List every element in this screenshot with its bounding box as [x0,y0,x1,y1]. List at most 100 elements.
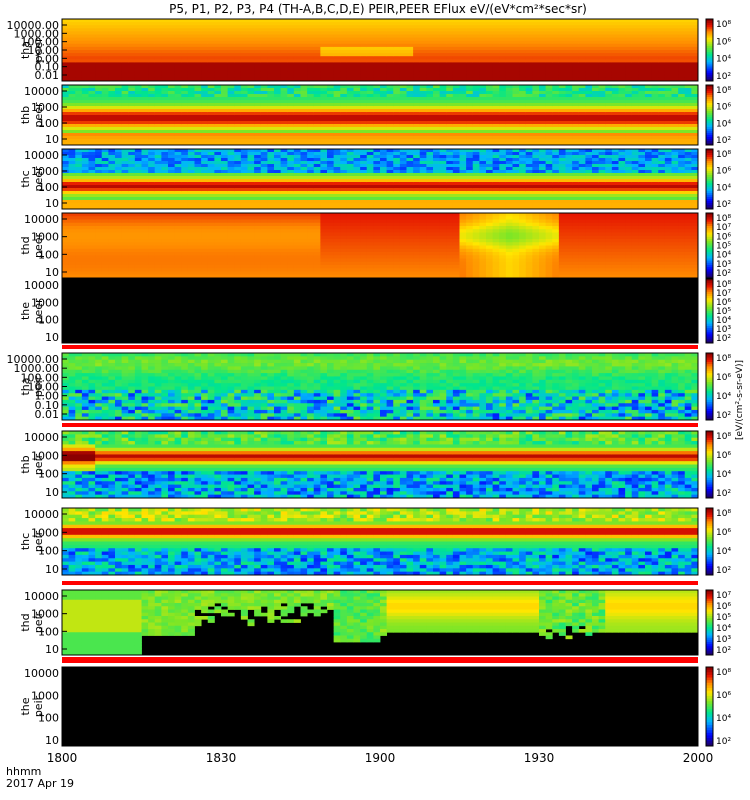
spectrogram-cell [386,62,394,66]
spectrogram-cell [81,167,89,171]
spectrogram-cell [141,139,149,143]
spectrogram-cell [578,136,586,140]
spectrogram-cell [187,115,195,119]
spectrogram-cell [293,46,301,51]
spectrogram-cell [95,37,103,42]
spectrogram-cell [287,109,295,113]
spectrogram-cell [572,68,580,73]
spectrogram-cell [466,28,474,32]
spectrogram-cell [267,200,275,204]
spectrogram-cell [393,170,401,174]
spectrogram-cell [658,59,666,63]
spectrogram-cell [539,124,547,128]
spectrogram-cell [452,121,460,125]
spectrogram-cell [141,170,149,174]
spectrogram-cell [95,155,103,159]
spectrogram-cell [658,25,666,29]
spectrogram-cell [446,118,454,122]
spectrogram-cell [148,100,156,104]
spectrogram-cell [128,139,136,143]
spectrogram-cell [274,88,282,92]
spectrogram-cell [565,59,573,63]
spectrogram-cell [611,97,619,101]
spectrogram-cell [260,68,268,73]
spectrogram-cell [605,68,613,73]
spectrogram-cell [386,197,394,201]
spectrogram-cell [227,37,235,42]
spectrogram-cell [280,106,288,110]
spectrogram-cell [327,206,335,210]
spectrogram-cell [419,106,427,110]
spectrogram-cell [353,77,361,82]
spectrogram-cell [366,100,374,104]
spectrogram-cell [605,65,613,69]
spectrogram-cell [267,50,275,54]
spectrogram-cell [95,152,103,156]
spectrogram-cell [360,74,368,79]
spectrogram-cell [267,164,275,168]
spectrogram-cell [254,142,262,146]
spectrogram-cell [221,97,229,101]
spectrogram-cell [353,200,361,204]
spectrogram-cell [214,179,222,183]
spectrogram-cell [174,112,182,116]
spectrogram-cell [366,133,374,137]
spectrogram-cell [168,77,176,82]
spectrogram-cell [234,28,242,32]
spectrogram-cell [459,62,467,66]
spectrogram-cell [240,97,248,101]
spectrogram-cell [618,59,626,63]
spectrogram-cell [168,46,176,51]
spectrogram-cell [240,37,248,42]
spectrogram-cell [380,203,388,207]
spectrogram-cell [274,37,282,42]
spectrogram-cell [148,200,156,204]
spectrogram-cell [287,139,295,143]
colorbar-cell [706,111,713,114]
spectrogram-cell [320,197,328,201]
spectrogram-cell [81,74,89,79]
spectrogram-cell [95,74,103,79]
spectrogram-cell [287,94,295,98]
spectrogram-cell [88,203,96,207]
spectrogram-cell [552,25,560,29]
spectrogram-cell [214,133,222,137]
spectrogram-cell [108,191,116,195]
spectrogram-cell [108,103,116,107]
spectrogram-cell [75,25,83,29]
spectrogram-cell [565,136,573,140]
spectrogram-cell [194,155,202,159]
spectrogram-cell [247,91,255,95]
spectrogram-cell [486,88,494,92]
spectrogram-cell [433,124,441,128]
spectrogram-cell [618,142,626,146]
spectrogram-cell [459,28,467,32]
spectrogram-cell [287,203,295,207]
spectrogram-cell [585,25,593,29]
spectrogram-image [62,19,699,82]
spectrogram-cell [592,62,600,66]
spectrogram-cell [62,112,70,116]
spectrogram-cell [247,100,255,104]
spectrogram-cell [452,22,460,26]
spectrogram-cell [532,77,540,82]
spectrogram-cell [558,124,566,128]
spectrogram-cell [360,50,368,54]
spectrogram-cell [625,50,633,54]
spectrogram-cell [373,28,381,32]
spectrogram-cell [68,65,76,69]
spectrogram-cell [380,40,388,45]
spectrogram-cell [307,85,315,89]
spectrogram-cell [88,164,96,168]
spectrogram-cell [201,194,209,198]
spectrogram-cell [552,65,560,69]
spectrogram-cell [247,164,255,168]
spectrogram-cell [353,133,361,137]
spectrogram-cell [691,85,699,89]
spectrogram-cell [161,34,169,38]
spectrogram-cell [479,56,487,60]
spectrogram-cell [618,56,626,60]
spectrogram-cell [466,121,474,125]
spectrogram-cell [678,118,686,122]
spectrogram-cell [452,53,460,57]
